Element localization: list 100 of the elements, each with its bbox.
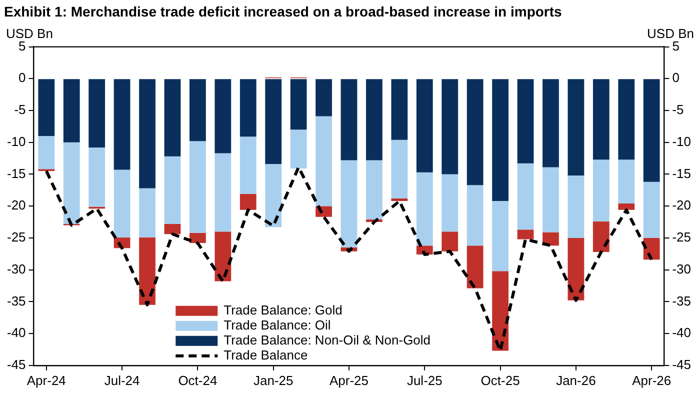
bar: [190, 79, 206, 142]
x-tick-label: Jul-24: [104, 372, 140, 388]
bar: [63, 142, 80, 224]
y2-tick-label: 0: [672, 70, 680, 86]
bar: [592, 160, 610, 222]
bar: [316, 79, 332, 116]
legend-label: Trade Balance: Gold: [224, 302, 342, 318]
legend-label: Trade Balance: Non-Oil & Non-Gold: [224, 332, 431, 348]
bar: [290, 130, 307, 169]
y2-tick-label: -20: [672, 198, 692, 213]
bar: [164, 224, 181, 234]
bar: [391, 79, 408, 140]
bar: [442, 174, 458, 232]
y-tick-label: -5: [14, 102, 26, 118]
bar: [592, 79, 610, 160]
bar: [517, 163, 534, 230]
y-axis-title: USD Bn: [6, 26, 53, 41]
x-tick-label: Oct-25: [480, 372, 520, 388]
bar: [542, 232, 559, 246]
bar: [240, 136, 256, 194]
bar: [391, 198, 408, 202]
bar: [139, 237, 156, 305]
bar: [139, 188, 156, 238]
bar: [190, 141, 206, 233]
bar: [517, 79, 534, 164]
legend-label: Trade Balance: [224, 347, 308, 362]
bar: [391, 140, 408, 198]
bar: [466, 185, 484, 246]
x-tick-label: Oct-24: [178, 372, 218, 388]
bar: [542, 167, 559, 232]
y2-tick-label: -10: [672, 134, 692, 149]
y-tick-label: -15: [6, 166, 26, 181]
bar: [240, 79, 256, 137]
y-tick-label: -10: [6, 134, 26, 149]
y2-tick-label: -25: [672, 230, 692, 245]
bar: [466, 246, 484, 288]
y-tick-label: -25: [6, 230, 26, 245]
bar: [618, 79, 635, 160]
bar: [366, 160, 382, 220]
bar: [240, 194, 256, 210]
bar: [88, 147, 106, 207]
bar: [114, 79, 130, 170]
bar: [139, 79, 156, 188]
bar: [316, 116, 332, 206]
y2-tick-label: -5: [672, 102, 684, 118]
bar: [568, 238, 584, 300]
bar: [265, 79, 282, 164]
bar: [643, 182, 660, 238]
y-tick-label: -45: [6, 356, 26, 372]
bar: [366, 79, 382, 160]
bar: [643, 79, 660, 182]
bar: [568, 176, 584, 238]
bar: [63, 79, 80, 142]
bar: [290, 79, 307, 130]
x-tick-label: Jan-26: [556, 372, 596, 388]
x-tick-label: Jan-25: [253, 372, 294, 388]
bar: [88, 79, 106, 148]
y2-tick-label: -35: [672, 293, 692, 308]
y2-tick-label: -45: [672, 356, 692, 372]
legend-label: Trade Balance: Oil: [224, 317, 331, 332]
bar: [442, 79, 458, 174]
y2-tick-label: 5: [672, 38, 680, 54]
y-tick-label: -35: [6, 293, 26, 308]
bar: [592, 221, 610, 252]
bar: [492, 79, 508, 202]
bar: [265, 164, 282, 228]
y-tick-label: -20: [6, 198, 26, 213]
bar: [214, 153, 232, 232]
y2-tick-label: -40: [672, 325, 692, 340]
y-tick-label: 0: [18, 70, 26, 86]
bar: [214, 79, 232, 154]
bar: [618, 204, 635, 210]
bar: [38, 79, 55, 136]
bar: [38, 136, 55, 170]
bar: [416, 79, 433, 172]
x-tick-label: Jul-25: [406, 372, 442, 388]
bar: [164, 79, 181, 156]
bar: [618, 160, 635, 204]
y2-tick-label: -30: [672, 261, 692, 276]
bar: [492, 271, 508, 351]
chart-title: Exhibit 1: Merchandise trade deficit increased on a broad-based increase in imports: [4, 3, 562, 20]
bar: [466, 79, 484, 186]
bar: [340, 160, 358, 248]
y2-tick-label: -15: [672, 166, 692, 181]
bar: [517, 230, 534, 240]
y2-axis-title: USD Bn: [647, 26, 694, 41]
bar: [442, 232, 458, 252]
x-tick-label: Apr-25: [329, 372, 369, 388]
bar: [416, 172, 433, 246]
bar: [114, 170, 130, 238]
x-tick-label: Apr-26: [632, 372, 672, 388]
bar: [214, 232, 232, 282]
bar: [190, 232, 206, 244]
y-tick-label: -30: [6, 261, 26, 276]
bar: [492, 201, 508, 272]
y-tick-label: -40: [6, 325, 26, 340]
bar: [340, 79, 358, 160]
y-tick-label: 5: [18, 38, 26, 54]
bar: [568, 79, 584, 176]
bar: [164, 156, 181, 224]
